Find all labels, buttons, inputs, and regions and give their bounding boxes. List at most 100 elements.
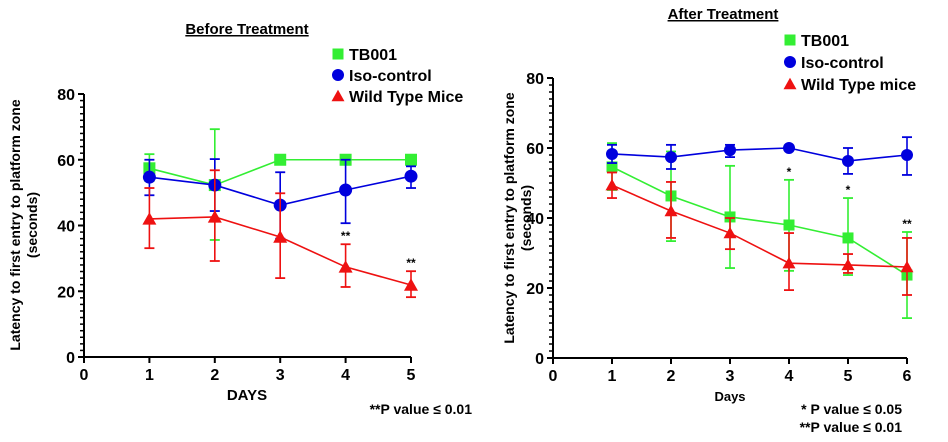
- circle-marker: [724, 144, 736, 157]
- triangle-marker: [273, 230, 288, 243]
- x-tick-label: 2: [210, 367, 219, 384]
- legend-label: Wild Type mice: [801, 77, 916, 94]
- x-tick-label: 0: [549, 368, 558, 385]
- triangle-marker: [723, 226, 737, 239]
- series-wild-type-mice: [605, 171, 914, 296]
- y-tick-label: 20: [57, 284, 75, 301]
- triangle-marker: [783, 77, 797, 90]
- x-tick-label: 0: [80, 367, 89, 384]
- y-tick-label: 0: [535, 351, 544, 368]
- legend-label: Iso-control: [801, 55, 884, 72]
- circle-marker: [665, 151, 677, 164]
- circle-marker: [142, 170, 156, 184]
- x-tick-label: 1: [145, 367, 154, 384]
- y-axis-label-line1: Latency to first entry to platform zone: [7, 99, 23, 350]
- series-iso-control: [606, 136, 913, 176]
- chart-title: After Treatment: [668, 6, 779, 23]
- square-marker: [405, 153, 417, 166]
- y-tick-label: 40: [526, 211, 544, 228]
- p-value-notes: **P value ≤ 0.01: [370, 401, 473, 417]
- legend-label: TB001: [801, 33, 849, 50]
- circle-marker: [842, 154, 854, 167]
- square-marker: [724, 211, 736, 223]
- x-tick-label: 5: [844, 368, 853, 385]
- square-marker: [606, 161, 618, 173]
- x-axis-label: DAYS: [227, 387, 267, 404]
- triangle-marker: [331, 89, 345, 102]
- triangle-marker: [338, 260, 353, 273]
- before-treatment-chart: Before Treatment Latency to first entry …: [7, 21, 472, 417]
- y-tick-label: 80: [57, 87, 75, 104]
- triangle-marker: [841, 258, 855, 271]
- circle-marker: [339, 183, 353, 197]
- circle-marker: [606, 147, 618, 160]
- series-layer: ****: [605, 136, 914, 320]
- triangle-marker: [900, 260, 914, 273]
- square-marker: [784, 34, 796, 46]
- y-tick-label: 60: [526, 141, 544, 158]
- y-tick-label: 20: [526, 281, 544, 298]
- legend: TB001 Iso-control Wild Type Mice: [331, 47, 463, 106]
- circle-marker: [784, 56, 796, 68]
- circle-marker: [783, 142, 795, 154]
- triangle-marker: [782, 256, 796, 269]
- legend-item: TB001: [332, 47, 397, 64]
- significance-marker: **: [406, 256, 416, 270]
- after-treatment-chart: After Treatment Latency to first entry t…: [501, 6, 916, 435]
- x-tick-label: 2: [667, 368, 676, 385]
- triangle-marker: [404, 278, 418, 291]
- x-axis-label: Days: [714, 389, 745, 404]
- axes: 0 20 40 60 80 0 1 2 3 4 5 6: [526, 71, 911, 385]
- p-value-notes: * P value ≤ 0.05 **P value ≤ 0.01: [800, 401, 903, 435]
- chart-title: Before Treatment: [185, 21, 308, 38]
- square-marker: [274, 153, 287, 166]
- p-value-note: **P value ≤ 0.01: [800, 419, 903, 435]
- y-tick-label: 60: [57, 153, 75, 170]
- x-tick-label: 4: [341, 367, 350, 384]
- legend-label: Iso-control: [349, 68, 432, 85]
- y-axis-label-line1: Latency to first entry to platform zone: [501, 92, 517, 343]
- series-wild-type-mice: [142, 169, 418, 299]
- triangle-marker: [207, 210, 222, 223]
- x-tick-label: 5: [407, 367, 416, 384]
- legend-item: Wild Type Mice: [331, 89, 463, 106]
- square-marker: [783, 219, 795, 231]
- legend-item: Wild Type mice: [783, 77, 916, 94]
- significance-marker: *: [846, 183, 851, 197]
- x-tick-label: 6: [903, 368, 912, 385]
- significance-marker: *: [787, 165, 792, 179]
- square-marker: [332, 48, 344, 60]
- legend-item: TB001: [784, 33, 849, 50]
- legend-label: TB001: [349, 47, 397, 64]
- x-tick-label: 3: [276, 367, 285, 384]
- series-line: [611, 184, 908, 268]
- circle-marker: [404, 169, 418, 183]
- p-value-note: * P value ≤ 0.05: [801, 401, 902, 417]
- square-marker: [842, 232, 854, 244]
- x-tick-label: 1: [608, 368, 617, 385]
- legend-item: Iso-control: [332, 68, 432, 85]
- legend: TB001 Iso-control Wild Type mice: [783, 33, 916, 94]
- y-axis-label-line2: (seconds): [518, 185, 534, 251]
- legend-label: Wild Type Mice: [349, 89, 463, 106]
- y-axis-label-line2: (seconds): [24, 192, 40, 258]
- circle-marker: [332, 69, 344, 81]
- series-line: [611, 166, 908, 276]
- y-tick-label: 80: [526, 71, 544, 88]
- y-tick-label: 0: [66, 350, 75, 367]
- series-line: [611, 147, 908, 162]
- series-layer: ** **: [142, 128, 418, 299]
- triangle-marker: [664, 204, 678, 217]
- x-tick-label: 3: [726, 368, 735, 385]
- legend-item: Iso-control: [784, 55, 884, 72]
- significance-marker: **: [902, 217, 912, 231]
- p-value-note: **P value ≤ 0.01: [370, 401, 473, 417]
- series-tb001: [606, 142, 913, 320]
- triangle-marker: [605, 178, 619, 191]
- x-tick-label: 4: [785, 368, 794, 385]
- axes: 0 20 40 60 80 0 1 2 3 4 5: [57, 87, 415, 384]
- y-tick-label: 40: [57, 219, 75, 236]
- significance-marker: **: [341, 229, 351, 243]
- circle-marker: [901, 149, 913, 161]
